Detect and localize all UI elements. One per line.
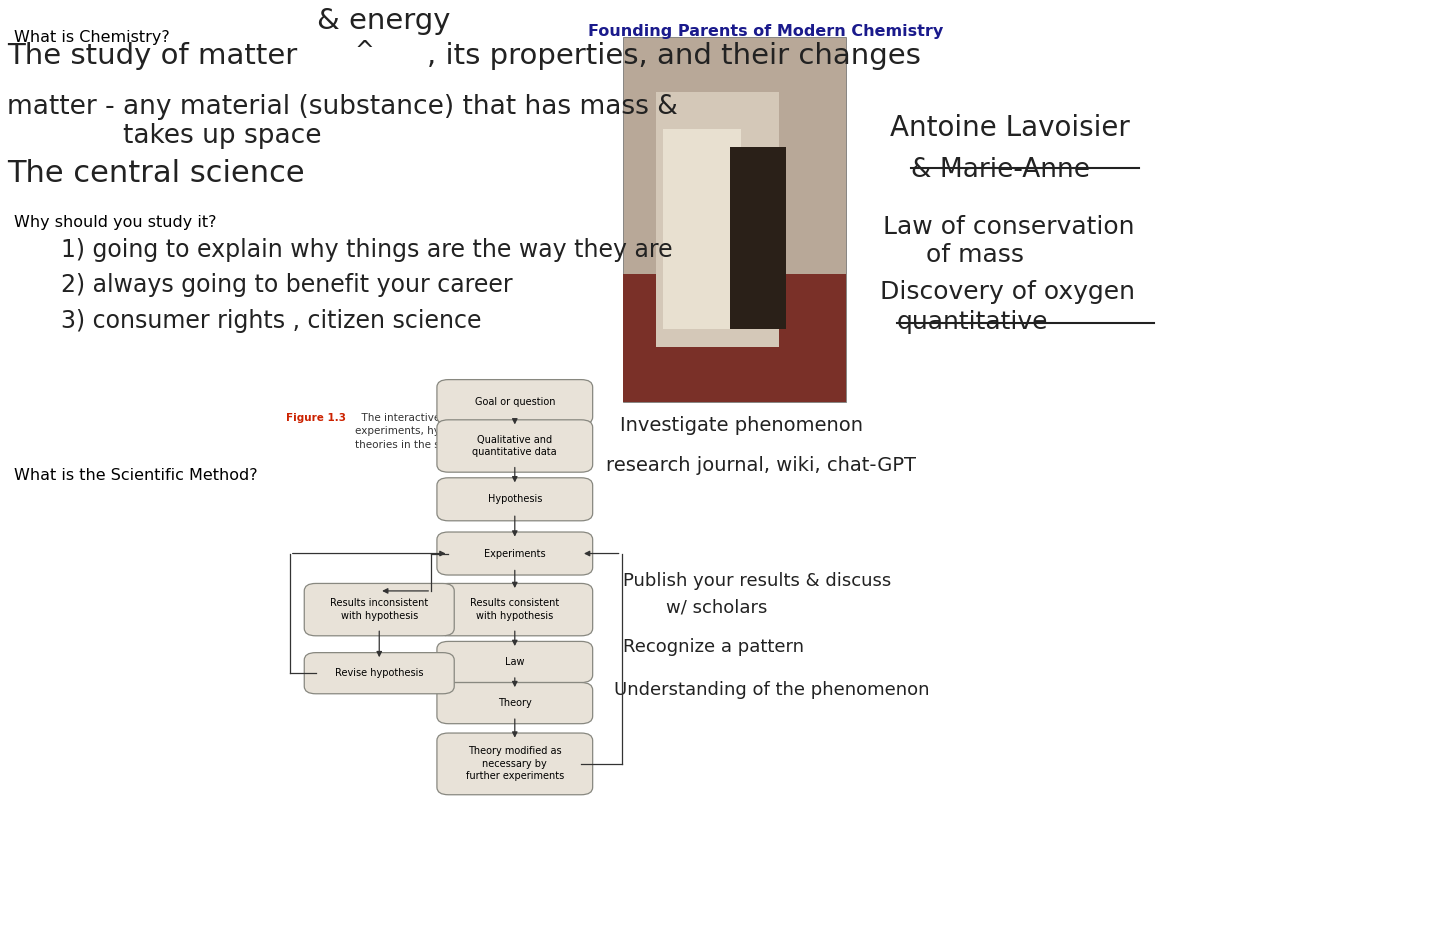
Text: 1) going to explain why things are the way they are: 1) going to explain why things are the w… [61,238,672,263]
FancyBboxPatch shape [437,683,593,724]
Text: Revise hypothesis: Revise hypothesis [335,669,424,678]
Text: , its properties, and their changes: , its properties, and their changes [427,42,920,70]
FancyBboxPatch shape [304,583,454,636]
Bar [656,93,780,348]
FancyBboxPatch shape [437,380,593,424]
Text: Antoine Lavoisier: Antoine Lavoisier [890,114,1129,142]
FancyBboxPatch shape [437,420,593,472]
Text: Figure 1.3: Figure 1.3 [286,413,346,424]
Text: Founding Parents of Modern Chemistry: Founding Parents of Modern Chemistry [588,24,943,39]
Text: The interactive role of
experiments, hypotheses, laws, and
theories in the scien: The interactive role of experiments, hyp… [355,413,544,450]
Text: Discovery of oxygen: Discovery of oxygen [880,280,1135,305]
Text: 3) consumer rights , citizen science: 3) consumer rights , citizen science [61,309,482,333]
Text: What is the Scientific Method?: What is the Scientific Method? [14,468,258,482]
Text: Results consistent
with hypothesis: Results consistent with hypothesis [470,598,559,621]
Text: matter - any material (substance) that has mass &: matter - any material (substance) that h… [7,94,678,120]
Text: Results inconsistent
with hypothesis: Results inconsistent with hypothesis [330,598,428,621]
Bar [623,275,846,402]
Text: What is Chemistry?: What is Chemistry? [14,30,170,45]
Text: research journal, wiki, chat-GPT: research journal, wiki, chat-GPT [606,456,916,475]
Text: Why should you study it?: Why should you study it? [14,215,216,230]
Text: of mass: of mass [926,243,1024,267]
Text: Qualitative and
quantitative data: Qualitative and quantitative data [473,435,557,457]
FancyBboxPatch shape [437,478,593,521]
Text: Theory: Theory [497,698,532,708]
Text: w/ scholars: w/ scholars [666,598,767,616]
Bar [623,37,846,402]
Text: Law: Law [505,657,525,667]
Text: Recognize a pattern: Recognize a pattern [623,638,805,655]
Text: Understanding of the phenomenon: Understanding of the phenomenon [614,681,930,698]
FancyBboxPatch shape [437,733,593,795]
Text: Hypothesis: Hypothesis [487,495,542,504]
Bar [663,129,741,329]
FancyBboxPatch shape [437,532,593,575]
Text: Law of conservation: Law of conservation [883,215,1133,239]
Text: takes up space: takes up space [123,123,322,150]
Bar [730,147,786,329]
Text: Theory modified as
necessary by
further experiments: Theory modified as necessary by further … [466,746,564,782]
Text: Experiments: Experiments [485,549,545,558]
Text: Investigate phenomenon: Investigate phenomenon [620,416,864,435]
Text: & Marie-Anne: & Marie-Anne [911,157,1090,183]
Text: The central science: The central science [7,159,304,188]
Text: ^: ^ [355,39,375,64]
FancyBboxPatch shape [304,653,454,694]
Text: The study of matter: The study of matter [7,42,297,70]
Text: Goal or question: Goal or question [474,397,555,407]
Text: Publish your results & discuss: Publish your results & discuss [623,572,891,590]
FancyBboxPatch shape [437,641,593,683]
Text: & energy: & energy [317,7,451,36]
Text: quantitative: quantitative [897,310,1048,335]
FancyBboxPatch shape [437,583,593,636]
Text: 2) always going to benefit your career: 2) always going to benefit your career [61,273,512,297]
